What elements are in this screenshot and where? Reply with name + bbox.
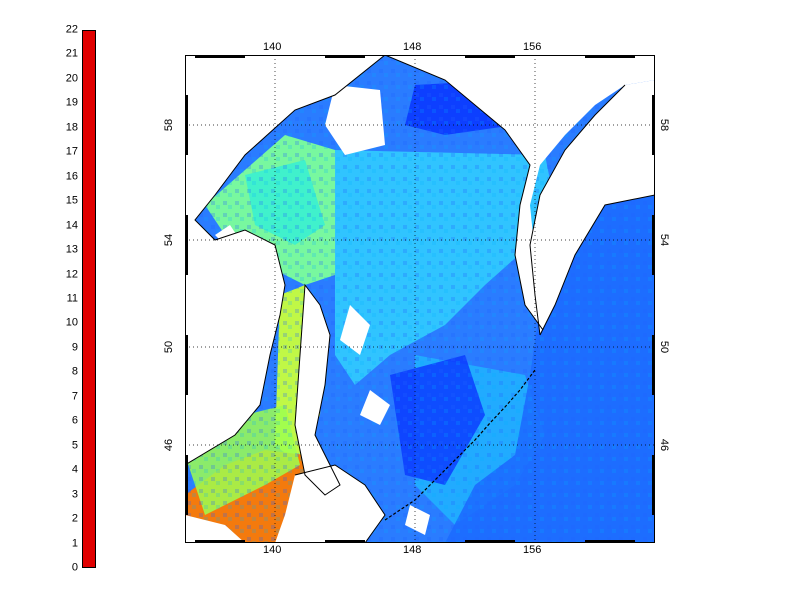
lat-label-right-50: 50 (658, 340, 671, 354)
missing-data-patch-4 (360, 390, 390, 425)
colorbar-tick-6: 6 (71, 414, 78, 427)
map-border-ticks (185, 55, 655, 543)
colorbar-tick-9: 9 (71, 341, 78, 354)
colorbar-tick-3: 3 (71, 488, 78, 501)
colorbar-tick-11: 11 (66, 292, 78, 305)
lat-label-left-58: 58 (163, 118, 176, 132)
coastline-mainland (185, 55, 386, 466)
missing-data-patch-1 (325, 85, 385, 155)
colorbar-tick-2: 2 (71, 512, 78, 525)
colorbar-tick-22: 22 (65, 23, 78, 36)
land-sakhalin (295, 285, 340, 495)
colorbar-tick-18: 18 (65, 121, 78, 134)
sea-field-map (185, 55, 655, 543)
colorbar-tick-16: 16 (65, 170, 78, 183)
lon-label-bottom-140: 140 (263, 544, 282, 556)
colorbar-tick-20: 20 (65, 72, 78, 85)
coastline-sakhalin (294, 283, 341, 496)
lon-label-top-140: 140 (263, 41, 282, 53)
lat-label-left-54: 54 (163, 233, 176, 247)
colorbar-tick-1: 1 (71, 537, 78, 550)
colorbar-tick-0: 0 (71, 561, 78, 574)
map-frame: 140 148 156 140 148 156 58 54 50 46 58 5… (163, 41, 670, 556)
colorbar-tick-4: 4 (71, 463, 78, 476)
land-honshu (185, 515, 245, 543)
lon-label-top-156: 156 (523, 41, 542, 53)
colorbar-tick-14: 14 (65, 219, 78, 232)
colorbar-tick-7: 7 (71, 390, 78, 403)
colorbar-tick-17: 17 (65, 145, 78, 158)
colorbar-tick-12: 12 (65, 268, 78, 281)
colorbar-tick-13: 13 (65, 243, 78, 256)
colorbar-tick-15: 15 (65, 194, 78, 207)
lat-label-right-58: 58 (658, 118, 671, 132)
lon-label-bottom-156: 156 (523, 544, 542, 556)
colorbar-tick-8: 8 (71, 365, 78, 378)
land-mainland-asia (185, 55, 385, 465)
colorbar-tick-labels: 0 1 2 3 4 5 6 7 8 9 10 11 12 13 14 15 16 17 18 19 20 21 22 (40, 24, 78, 573)
coastline-north (384, 55, 544, 331)
lat-label-right-46: 46 (658, 438, 671, 452)
lat-label-right-54: 54 (658, 233, 671, 247)
colorbar-tick-19: 19 (65, 96, 78, 109)
lat-label-left-50: 50 (163, 340, 176, 354)
land-hokkaido (275, 465, 385, 543)
land-kamchatka-peninsula (530, 80, 655, 335)
colorbar-tick-5: 5 (71, 439, 78, 452)
colorbar (82, 30, 96, 568)
lon-label-top-148: 148 (403, 41, 422, 53)
kuril-islands (384, 369, 536, 521)
land-magadan-kamchatka (385, 55, 655, 330)
coastline-hokkaido (294, 464, 386, 543)
lon-label-bottom-148: 148 (403, 544, 422, 556)
colorbar-tick-21: 21 (65, 47, 78, 60)
missing-data-patch-3 (340, 305, 370, 355)
missing-data-patch-2 (530, 65, 580, 100)
map-gridlines (185, 55, 655, 543)
colorbar-tick-10: 10 (65, 316, 78, 329)
missing-data-patch-5 (405, 505, 430, 535)
land-shantar-islands (215, 225, 240, 250)
coastline-kamchatka-east (539, 194, 655, 336)
lat-label-left-46: 46 (163, 438, 176, 452)
